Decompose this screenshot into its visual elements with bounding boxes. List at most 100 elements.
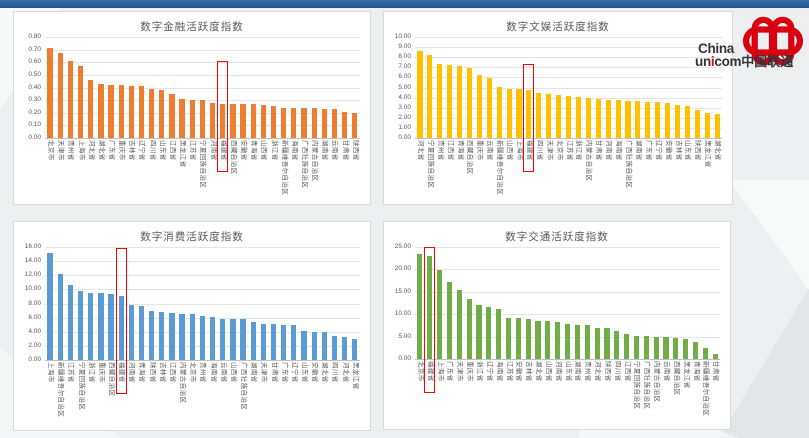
bar-slot — [494, 37, 504, 138]
bar-slot — [86, 247, 96, 360]
x-axis-label-slot: 海南省 — [289, 138, 299, 200]
bar — [331, 335, 338, 360]
bar-slot — [187, 247, 197, 360]
gridline — [45, 49, 360, 51]
x-axis-label-slot: 内蒙古自治区 — [651, 359, 661, 425]
gridline — [415, 67, 722, 69]
y-axis-tick-label: 0.70 — [28, 45, 41, 53]
bar-slot — [534, 37, 544, 138]
bar — [311, 332, 317, 360]
x-axis-label: 湖北省 — [97, 140, 105, 161]
bar-slot — [494, 247, 504, 359]
x-axis-label-slot: 重庆市 — [474, 138, 484, 200]
bar — [57, 273, 63, 360]
bar — [270, 324, 277, 360]
bar-slot — [157, 37, 167, 138]
chart-panel-digital-transport: 数字交通活跃度指数 25.00 20.00 15.00 10.00 5.00 0.00 北… — [383, 221, 731, 430]
bar — [301, 331, 307, 360]
x-axis-label: 河北省 — [594, 361, 602, 382]
bar — [704, 112, 710, 138]
bar — [604, 328, 610, 359]
x-axis-label: 江西省 — [446, 140, 454, 161]
x-axis-label-slot: 湖北省 — [96, 138, 106, 200]
bar-slot — [682, 37, 692, 138]
bar — [535, 320, 541, 359]
gridline — [45, 138, 360, 139]
bar-slot — [622, 247, 632, 359]
gridline — [415, 247, 720, 248]
x-axis-label-slot: 宁夏回族自治区 — [75, 360, 85, 426]
x-axis-label-slot: 黑龙江省 — [681, 359, 691, 425]
bar — [270, 106, 277, 138]
bar-slot — [238, 247, 248, 360]
bar — [138, 305, 145, 360]
x-axis-label: 云南省 — [486, 140, 494, 161]
x-axis-label-slot: 贵州省 — [435, 138, 445, 200]
x-axis-label: 辽宁省 — [654, 140, 662, 161]
bar-slot — [692, 37, 702, 138]
x-axis-label-slot: 安徽省 — [309, 360, 319, 426]
bar — [624, 333, 630, 359]
x-axis-label: 福建省 — [525, 140, 533, 161]
bar-slot — [309, 247, 319, 360]
bar — [702, 348, 708, 359]
x-axis-label: 宁夏回族自治区 — [77, 362, 85, 411]
x-axis-label-slot: 河北省 — [86, 138, 96, 200]
x-axis-label: 河南省 — [554, 361, 562, 382]
bar-slot — [279, 37, 289, 138]
x-axis-label-slot: 河南省 — [553, 359, 563, 425]
plot-wrap: 北京市 天津市 贵州省 上海市 河北省 湖北省 广东省 重庆市 吉林省 辽宁省 四川省 山东省 江西省黑… — [45, 37, 360, 200]
bar — [169, 312, 175, 360]
bar-slot — [474, 247, 484, 359]
bar — [506, 88, 512, 138]
bar — [240, 103, 246, 138]
bar — [138, 86, 145, 138]
x-axis-label-slot: 浙江省 — [268, 138, 278, 200]
y-axis-tick-label: 20.00 — [394, 265, 411, 273]
bar-slot — [157, 247, 167, 360]
bar-slot — [663, 37, 673, 138]
bar — [525, 319, 531, 359]
bar-slot — [116, 247, 126, 360]
bar-slot — [592, 247, 602, 359]
bar — [694, 109, 700, 138]
bar — [427, 255, 433, 359]
chart-body: 16.00 14.00 12.00 10.00 8.00 6.00 4.00 2.00 0.00… — [14, 243, 370, 430]
bar — [714, 113, 720, 138]
x-axis-label: 青海省 — [138, 362, 146, 383]
x-axis-label-slot: 江苏省 — [564, 138, 574, 200]
bar — [189, 100, 195, 138]
x-axis-label: 宁夏回族自治区 — [633, 361, 641, 410]
bar-slot — [177, 37, 187, 138]
x-axis-label-slot: 宁夏回族自治区 — [632, 359, 642, 425]
x-axis-label-slot: 上海市 — [435, 359, 445, 425]
background-facet — [729, 180, 809, 290]
bar — [98, 83, 104, 138]
brand-line-china: China — [698, 41, 735, 56]
bar-slot — [106, 37, 116, 138]
x-axis-label-slot: 天津市 — [454, 359, 464, 425]
gridline — [415, 314, 720, 316]
bar-slot — [465, 37, 475, 138]
bar — [496, 86, 502, 138]
x-axis-label: 福建省 — [219, 140, 227, 161]
bar — [526, 89, 532, 138]
bars — [45, 247, 360, 360]
x-axis-label: 湖南省 — [250, 362, 258, 383]
x-axis-label: 吉林省 — [674, 140, 682, 161]
bar — [447, 65, 453, 138]
bar-slot — [218, 37, 228, 138]
bar — [291, 107, 297, 138]
bar — [536, 93, 542, 138]
bar-slot — [75, 247, 85, 360]
x-axis-label: 吉林省 — [158, 362, 166, 383]
bar — [594, 327, 600, 359]
y-axis-tick-label: 25.00 — [394, 242, 411, 250]
bar-slot — [96, 37, 106, 138]
x-axis-label: 西藏自治区 — [229, 140, 237, 175]
bar-slot — [445, 247, 455, 359]
bar-slot — [612, 247, 622, 359]
x-axis-label: 湖北省 — [535, 361, 543, 382]
bar-slot — [415, 247, 425, 359]
bar-slot — [248, 247, 258, 360]
